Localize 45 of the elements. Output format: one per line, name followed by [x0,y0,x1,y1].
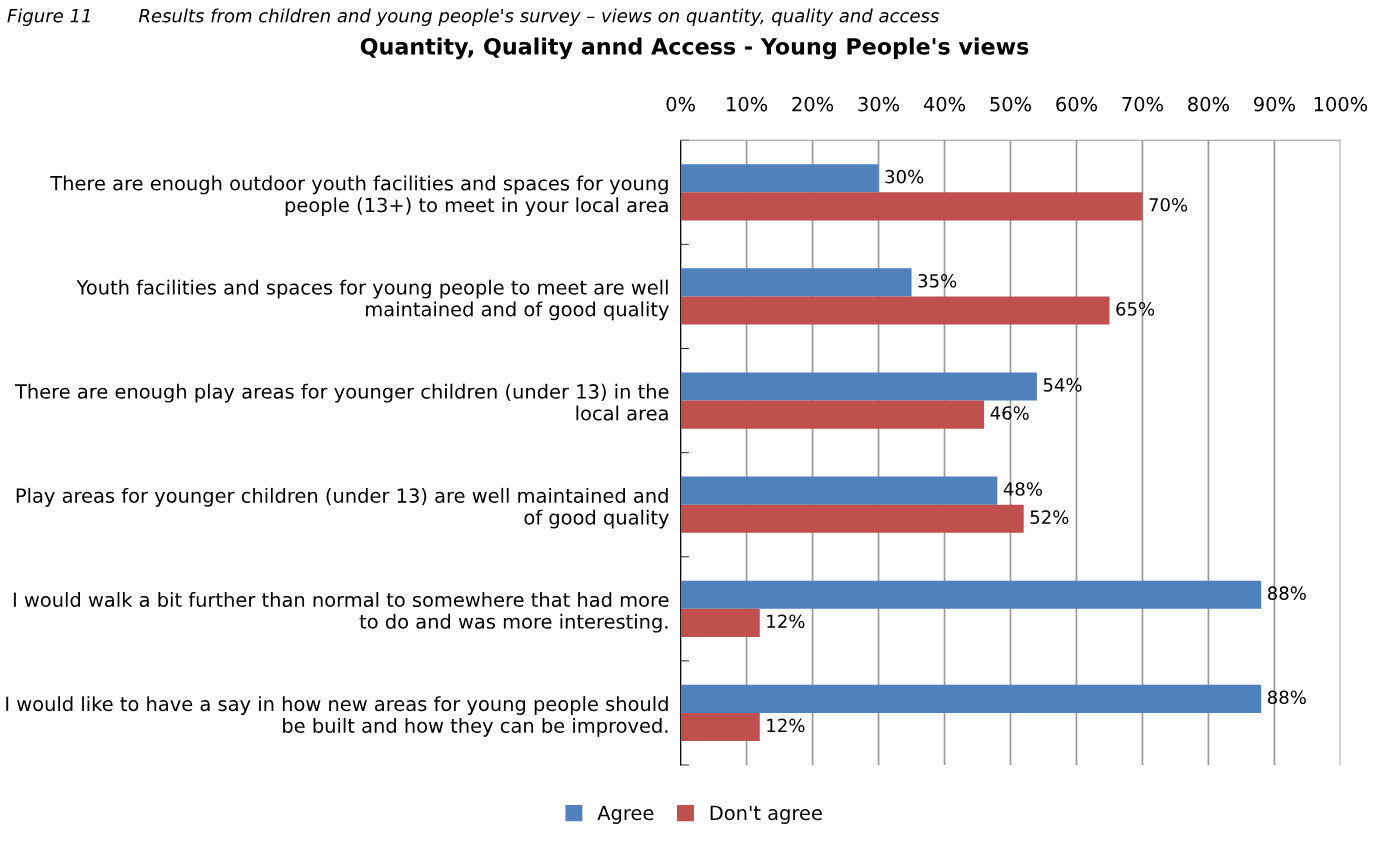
bar [680,608,760,637]
caption: Figure 11 Results from children and young people's survey – views on quantity, quality and access [7,8,939,26]
y-tick-label: Play areas for younger children (under 13) are well maintained and of good quality [16,487,669,529]
data-label: 52% [1030,510,1069,524]
y-tick-label: Youth facilities and spaces for young people to meet are well maintained and of good quality [76,279,669,321]
data-label: 88% [1267,690,1306,705]
data-label: 12% [767,614,805,629]
x-tick-label: 30% [858,96,900,112]
legend-label: Don't agree [710,805,822,824]
x-tick-label: 20% [792,96,834,112]
data-label: 65% [1116,302,1155,316]
x-tick-label: 80% [1188,96,1229,112]
x-tick-label: 60% [1056,96,1098,112]
data-label: 46% [990,406,1029,420]
bar [680,164,879,193]
bar [680,504,1024,533]
bar [680,476,998,505]
x-tick-label: 10% [727,96,768,112]
chart-title: Quantity, Quality annd Access - Young People's views [360,37,1029,60]
bar [680,400,985,429]
bar [680,268,912,297]
y-tick-label: I would walk a bit further than normal to somewhere that had more to do and was more interesting. [13,592,669,633]
bar [680,684,1262,713]
legend-label: Agree [597,805,654,824]
data-label: 30% [885,169,924,184]
bar [680,296,1110,325]
y-tick-label: I would like to have a say in how new areas for young people should be built and how they can be improved. [6,696,668,737]
y-tick-label: There are enough play areas for younger children (under 13) in the local area [14,383,669,421]
bar [680,192,1143,221]
bar [680,712,760,742]
x-tick-label: 70% [1122,96,1163,112]
data-label: 48% [1003,482,1042,496]
x-tick-label: 90% [1254,96,1295,112]
bar [680,372,1037,401]
x-tick-label: 0% [666,96,695,112]
x-tick-label: 100% [1314,96,1368,112]
data-label: 70% [1149,197,1188,212]
data-label: 12% [767,718,805,733]
x-tick-label: 40% [923,96,966,112]
data-label: 35% [918,273,957,288]
data-label: 54% [1043,378,1082,392]
bar [680,580,1262,609]
x-tick-label: 50% [990,96,1032,112]
data-label: 88% [1267,586,1306,600]
y-tick-label: There are enough outdoor youth facilities and spaces for young people (13+) to meet in your local area [50,175,668,217]
